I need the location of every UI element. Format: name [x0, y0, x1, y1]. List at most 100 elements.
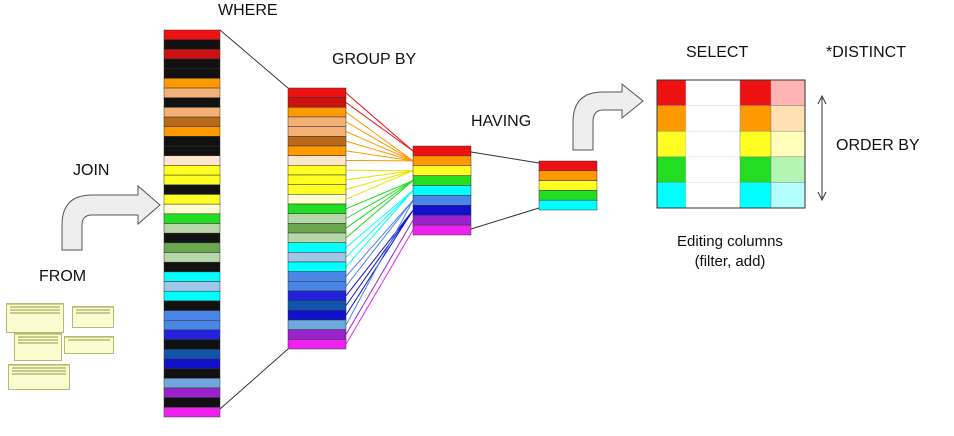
where-row [164, 301, 220, 311]
where-label: WHERE [218, 2, 278, 20]
editing-caption-line2: (filter, add) [650, 252, 810, 272]
select-cell [686, 80, 740, 106]
having-in-row [413, 215, 471, 225]
having-in-row [413, 205, 471, 215]
select-cell [657, 182, 686, 208]
group-connector [346, 151, 413, 161]
select-cell [771, 80, 805, 106]
where-row [164, 117, 220, 127]
group-by-row [288, 107, 346, 117]
group-by-row [288, 233, 346, 243]
where-row [164, 156, 220, 166]
group-by-row [288, 156, 346, 166]
where-row [164, 175, 220, 185]
order-by-arrow-icon [818, 96, 826, 200]
where-row [164, 88, 220, 98]
group-by-row [288, 272, 346, 282]
select-cell [657, 131, 686, 157]
select-cell [771, 106, 805, 132]
having-output-column [539, 161, 597, 210]
where-row [164, 253, 220, 263]
group-by-row [288, 88, 346, 98]
schema-table [64, 336, 114, 354]
group-by-row [288, 252, 346, 262]
where-column [164, 30, 220, 417]
group-by-row [288, 291, 346, 301]
where-row [164, 233, 220, 243]
select-cell [657, 157, 686, 183]
where-row [164, 330, 220, 340]
select-cell [740, 131, 771, 157]
group-connector [346, 220, 413, 334]
having-in-row [413, 176, 471, 186]
select-cell [771, 157, 805, 183]
where-row [164, 185, 220, 195]
having-in-row [413, 186, 471, 196]
where-row [164, 30, 220, 40]
select-cell [771, 131, 805, 157]
group-by-row [288, 281, 346, 291]
having-connector-top [471, 152, 539, 163]
group-by-row [288, 214, 346, 224]
group-connector [346, 170, 413, 171]
where-row [164, 359, 220, 369]
having-out-row [539, 200, 597, 210]
where-row [164, 40, 220, 50]
where-row [164, 272, 220, 282]
having-label: HAVING [471, 113, 531, 131]
group-by-row [288, 136, 346, 146]
where-row [164, 349, 220, 359]
group-by-row [288, 330, 346, 340]
having-in-row [413, 225, 471, 235]
select-label: SELECT [686, 44, 748, 62]
schema-table [72, 306, 114, 328]
having-out-row [539, 161, 597, 171]
having-in-row [413, 146, 471, 156]
where-row [164, 340, 220, 350]
where-row [164, 69, 220, 79]
group-by-row [288, 127, 346, 137]
select-result-table [657, 80, 805, 208]
where-row [164, 214, 220, 224]
where-row [164, 291, 220, 301]
group-by-row [288, 320, 346, 330]
select-cell [740, 80, 771, 106]
where-row [164, 224, 220, 234]
group-connector [346, 112, 413, 161]
schema-table [14, 333, 62, 361]
select-cell [686, 157, 740, 183]
where-row [164, 262, 220, 272]
distinct-label: *DISTINCT [826, 44, 906, 62]
group-connector [346, 210, 413, 296]
select-cell [686, 131, 740, 157]
group-by-row [288, 117, 346, 127]
having-in-row [413, 166, 471, 176]
where-row [164, 320, 220, 330]
group-by-row [288, 165, 346, 175]
where-row [164, 311, 220, 321]
group-by-row [288, 243, 346, 253]
group-by-row [288, 223, 346, 233]
group-by-row [288, 98, 346, 108]
group-by-row [288, 262, 346, 272]
join-arrow-icon [62, 186, 160, 250]
having-out-row [539, 190, 597, 200]
select-cell [740, 182, 771, 208]
where-row [164, 388, 220, 398]
where-row [164, 107, 220, 117]
group-by-row [288, 339, 346, 349]
having-connector-bottom [471, 208, 539, 229]
group-by-row [288, 175, 346, 185]
where-row [164, 243, 220, 253]
where-row [164, 136, 220, 146]
schema-table [6, 303, 64, 333]
join-label: JOIN [73, 162, 109, 180]
select-cell [771, 182, 805, 208]
where-row [164, 194, 220, 204]
group-connector [346, 93, 413, 151]
group-by-row [288, 185, 346, 195]
group-connector [346, 122, 413, 161]
having-in-row [413, 195, 471, 205]
